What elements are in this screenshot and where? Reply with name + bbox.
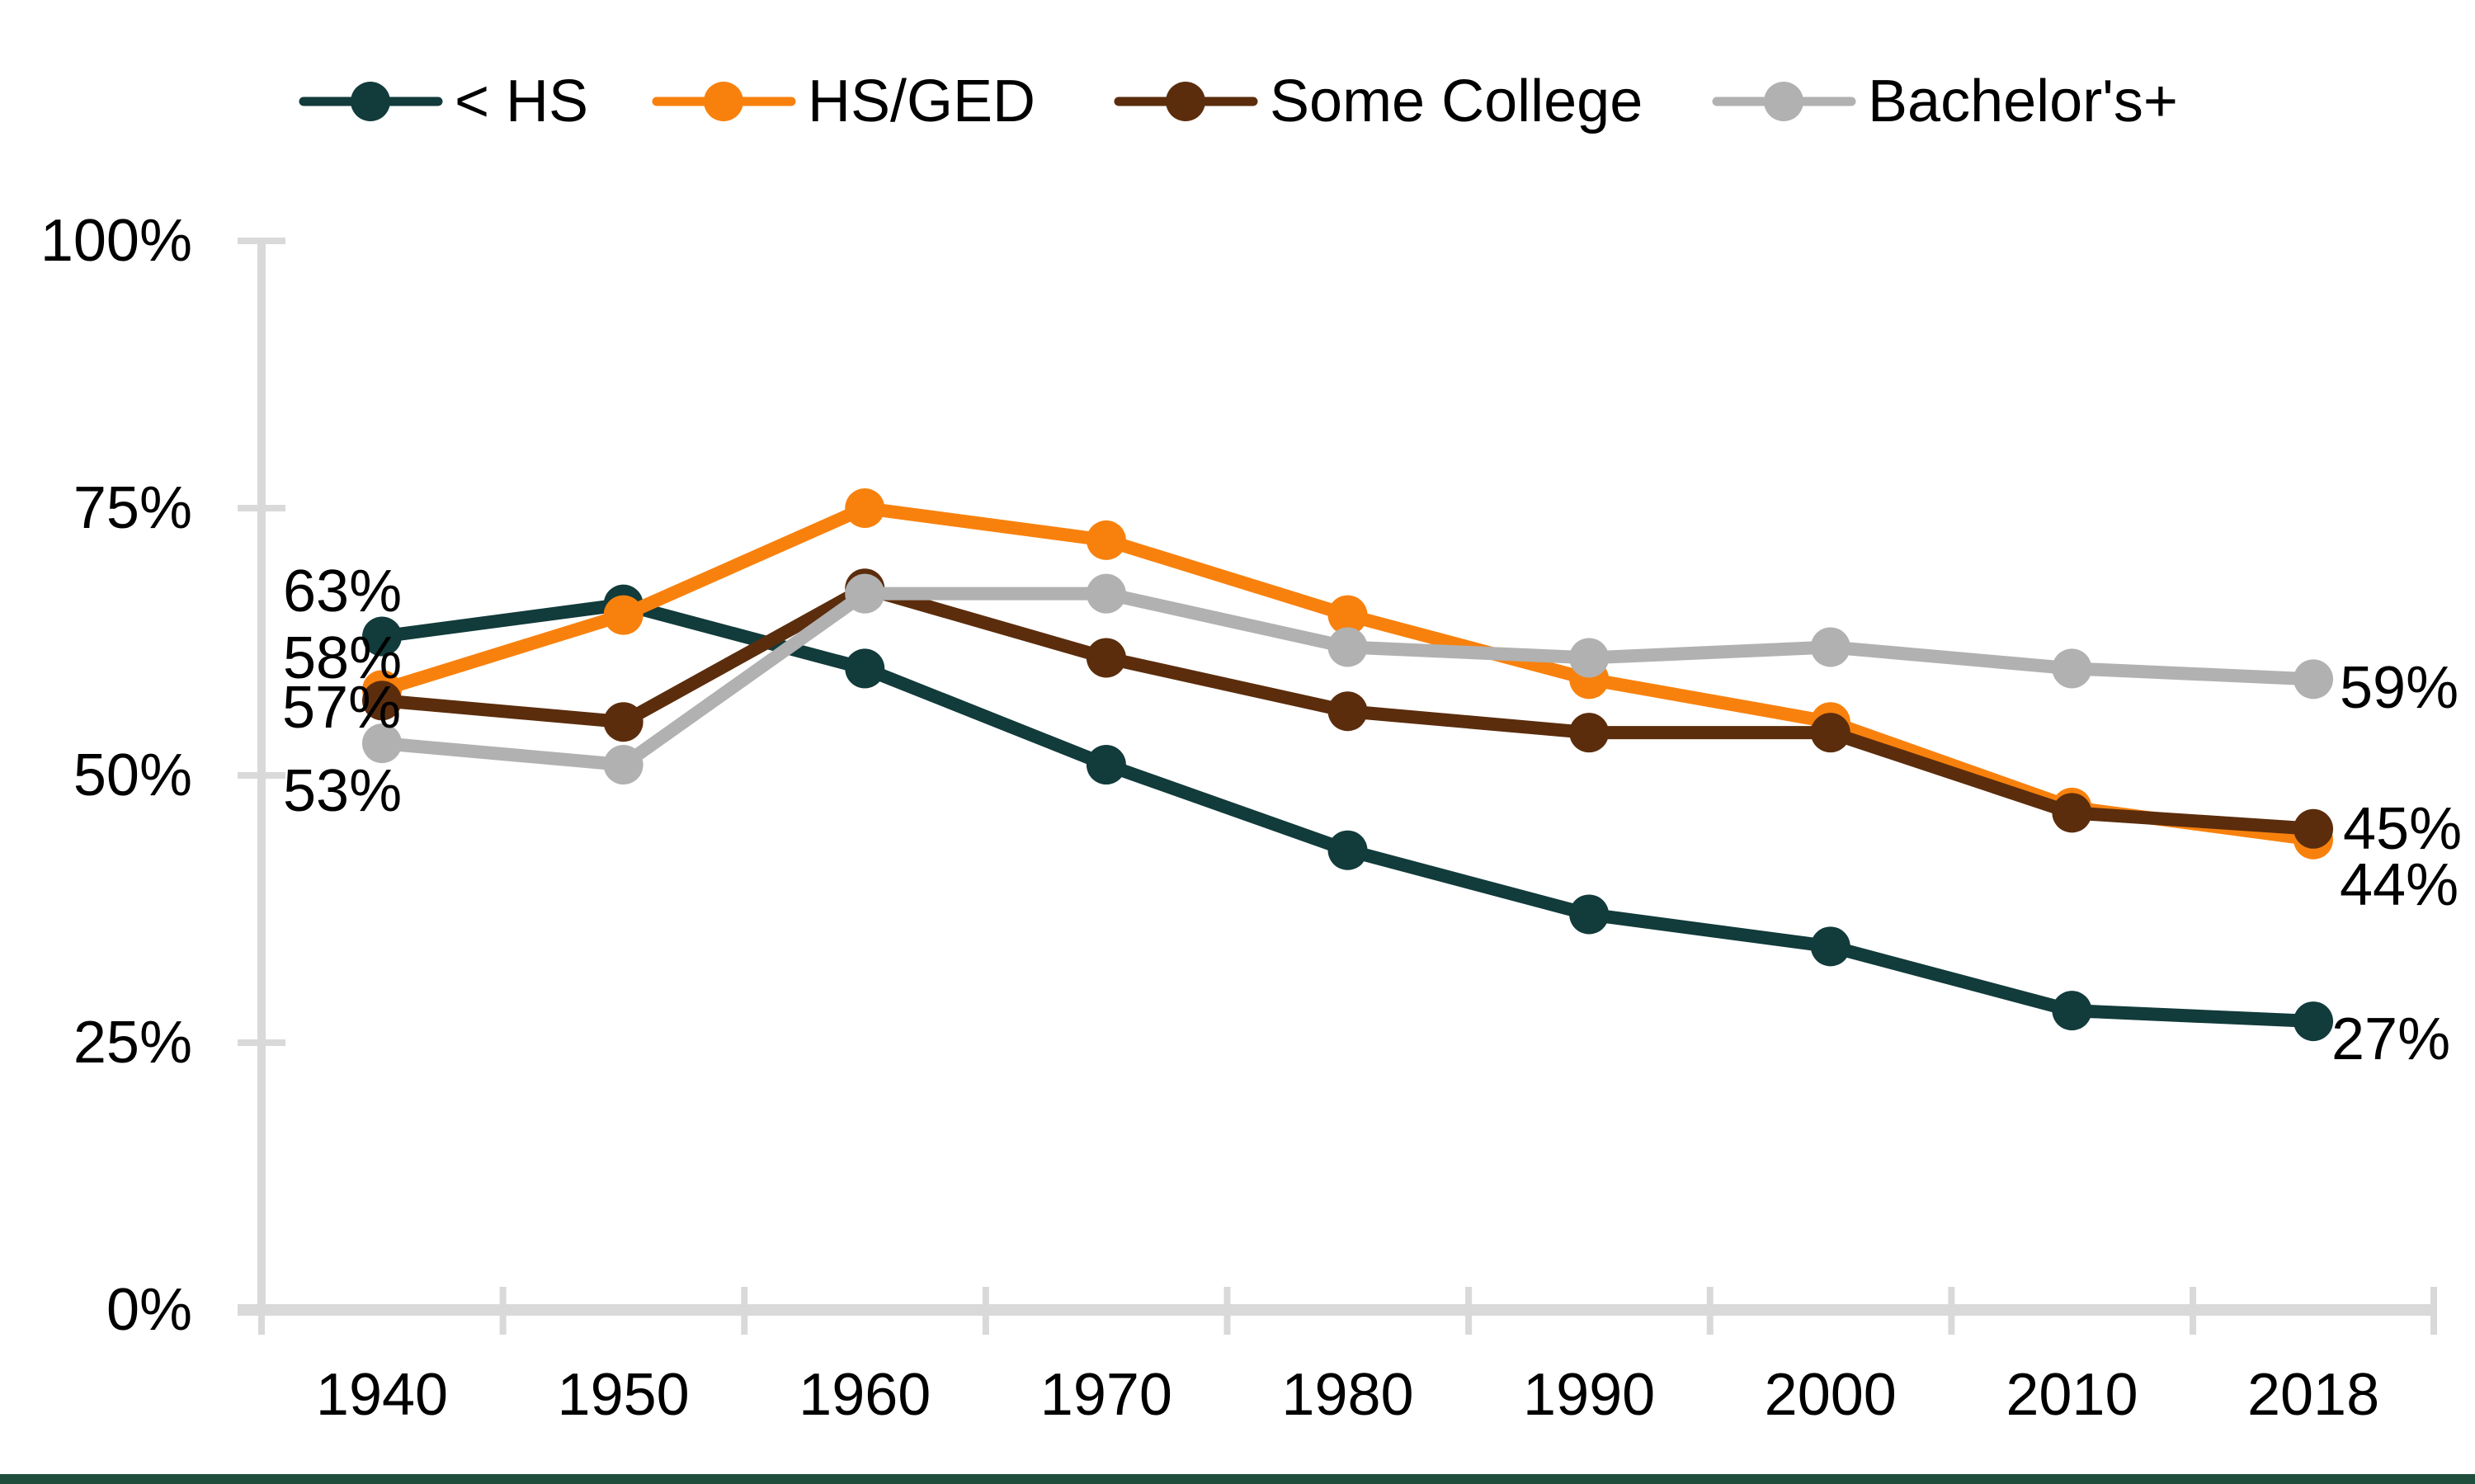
legend-label-hs: < HS	[455, 68, 589, 134]
axes	[238, 238, 2437, 1335]
x-tick-label-2018: 2018	[2246, 1362, 2380, 1428]
x-tick-label-1940: 1940	[315, 1362, 449, 1428]
series-hs	[362, 584, 2334, 1042]
legend-label-bachelor-s: Bachelor's+	[1868, 68, 2178, 134]
data-point-bachelor-s-1980	[1327, 627, 1368, 667]
data-point-bachelor-s-2000	[1810, 627, 1850, 667]
y-tick-label-50: 50%	[73, 742, 192, 808]
data-point-bachelor-s-1950	[603, 745, 644, 785]
legend-item-hs: < HS	[299, 48, 588, 155]
data-label-left-53: 53%	[283, 758, 403, 824]
footer-bar	[0, 1474, 2475, 1484]
data-point-hs-1940	[362, 616, 402, 657]
series-bachelor-s	[362, 573, 2334, 785]
data-point-bachelor-s-2010	[2052, 648, 2092, 689]
legend-marker-icon	[1114, 82, 1258, 121]
data-point-hs-1980	[1327, 830, 1368, 870]
data-point-bachelor-s-2018	[2294, 659, 2334, 700]
legend-item-some-college: Some College	[1114, 48, 1643, 155]
y-tick-label-75: 75%	[73, 475, 192, 541]
x-tick-label-1970: 1970	[1040, 1362, 1172, 1428]
data-point-some-college-1970	[1086, 638, 1126, 678]
data-point-bachelor-s-1990	[1569, 638, 1610, 678]
data-label-right-45: 45%	[2343, 796, 2463, 862]
legend-marker-dot	[351, 82, 390, 121]
legend-marker-icon	[299, 82, 443, 121]
data-point-hs-1960	[845, 648, 885, 689]
data-point-hs-ged-1950	[603, 595, 644, 635]
y-tick-label-0: 0%	[106, 1277, 192, 1343]
data-label-right-27: 27%	[2331, 1006, 2451, 1072]
data-label-left-63: 63%	[283, 558, 403, 624]
legend-label-hs-ged: HS/GED	[808, 68, 1036, 134]
data-point-hs-ged-1980	[1327, 595, 1368, 635]
data-label-left-57: 57%	[282, 675, 402, 741]
data-point-hs-2010	[2052, 991, 2092, 1031]
data-point-some-college-1990	[1569, 713, 1610, 753]
x-tick-label-2010: 2010	[2006, 1362, 2138, 1428]
data-point-hs-1990	[1569, 894, 1610, 935]
data-point-some-college-1950	[603, 702, 644, 742]
data-label-left-58: 58%	[283, 625, 403, 691]
x-tick-label-1960: 1960	[799, 1362, 931, 1428]
legend-marker-icon	[652, 82, 796, 121]
data-point-some-college-2000	[1810, 713, 1850, 753]
data-point-bachelor-s-1940	[362, 723, 402, 764]
legend-marker-icon	[1712, 82, 1856, 121]
legend-item-bachelor-s: Bachelor's+	[1712, 48, 2178, 155]
data-point-hs-2018	[2294, 1001, 2334, 1042]
data-label-right-59: 59%	[2340, 655, 2459, 721]
data-point-bachelor-s-1960	[845, 573, 885, 614]
data-point-some-college-2018	[2294, 808, 2334, 849]
data-point-hs-1970	[1086, 745, 1126, 785]
legend: < HS HS/GED Some College Bachelor's+	[0, 48, 2475, 155]
data-point-some-college-1980	[1327, 691, 1368, 732]
data-point-hs-ged-1970	[1086, 520, 1126, 560]
legend-marker-dot	[704, 82, 743, 121]
data-point-some-college-1940	[362, 681, 402, 721]
data-label-right-44: 44%	[2340, 852, 2459, 918]
data-point-some-college-2010	[2052, 793, 2092, 833]
y-tick-label-25: 25%	[73, 1010, 192, 1076]
x-tick-label-1980: 1980	[1281, 1362, 1414, 1428]
data-point-hs-2000	[1810, 926, 1850, 967]
legend-item-hs-ged: HS/GED	[652, 48, 1035, 155]
x-tick-label-2000: 2000	[1764, 1362, 1897, 1428]
x-tick-label-1990: 1990	[1523, 1362, 1656, 1428]
legend-marker-dot	[1166, 82, 1205, 121]
data-point-bachelor-s-1970	[1086, 573, 1126, 614]
x-tick-label-1950: 1950	[557, 1362, 690, 1428]
data-point-hs-ged-1960	[845, 488, 885, 528]
legend-label-some-college: Some College	[1270, 68, 1643, 134]
legend-marker-dot	[1764, 82, 1803, 121]
y-tick-label-100: 100%	[40, 208, 192, 274]
